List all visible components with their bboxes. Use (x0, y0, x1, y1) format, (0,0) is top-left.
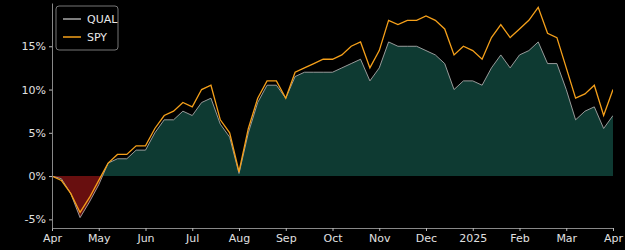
x-tick-label: Mar (556, 232, 577, 245)
x-tick: May (88, 228, 111, 245)
x-axis: Apr May Jun Jul Aug Sep Oct Nov Dec 2025 Feb Mar Apr (43, 228, 624, 245)
chart: AprMayJunJulAugSepOctNovDec2025FebMarApr… (0, 0, 625, 250)
x-tick-label: Apr (43, 232, 63, 245)
y-tick-label: 15% (22, 40, 46, 53)
x-tick-mark (426, 228, 427, 231)
legend-label: SPY (87, 31, 107, 44)
x-tick-label: Jun (136, 232, 154, 245)
series-line (52, 42, 613, 218)
y-tick: 5% (29, 127, 52, 140)
x-tick-label: Oct (323, 232, 343, 245)
y-tick-mark (49, 133, 52, 134)
x-tick-label: Dec (416, 232, 437, 245)
y-axis-line (52, 4, 53, 229)
y-tick: 0% (29, 170, 52, 183)
plot-area (52, 7, 613, 217)
legend-swatch (63, 18, 81, 20)
x-tick-label: Sep (276, 232, 297, 245)
legend: QUAL SPY (56, 6, 118, 50)
legend-label: QUAL (87, 13, 118, 26)
legend-frame (56, 6, 118, 50)
y-tick-mark (49, 90, 52, 91)
y-tick-label: -5% (25, 213, 46, 226)
x-tick: Mar (556, 228, 577, 245)
x-tick-mark (520, 228, 521, 231)
x-tick-mark (566, 228, 567, 231)
x-tick: Jul (185, 228, 199, 245)
y-tick-mark (49, 46, 52, 47)
x-tick-mark (192, 228, 193, 231)
x-tick-label: Jul (185, 232, 199, 245)
y-tick-label: 10% (22, 84, 46, 97)
x-tick-mark (239, 228, 240, 231)
x-tick-mark (379, 228, 380, 231)
y-tick-label: 5% (29, 127, 46, 140)
x-tick-label: May (88, 232, 111, 245)
y-tick-mark (49, 219, 52, 220)
y-tick: 15% (22, 40, 52, 53)
x-tick-mark (286, 228, 287, 231)
x-tick: Apr (43, 228, 63, 245)
x-tick: Nov (369, 228, 391, 245)
y-axis: -5% 0% 5% 10% 15% (22, 4, 53, 229)
x-tick-label: Apr (604, 232, 624, 245)
area-positive-group (52, 42, 613, 176)
legend-swatch (63, 36, 81, 38)
area-negative-group (52, 176, 613, 218)
x-tick: Jun (136, 228, 154, 245)
x-tick: Dec (416, 228, 437, 245)
y-tick-label: 0% (29, 170, 46, 183)
x-tick-mark (613, 228, 614, 231)
x-tick-label: 2025 (459, 232, 487, 245)
x-tick-mark (333, 228, 334, 231)
x-tick-mark (146, 228, 147, 231)
x-tick: Aug (229, 228, 250, 245)
x-tick: Apr (604, 228, 624, 245)
x-tick-label: Feb (510, 232, 529, 245)
x-tick-label: Aug (229, 232, 250, 245)
x-tick: 2025 (459, 228, 487, 245)
x-tick: Oct (323, 228, 343, 245)
y-tick-mark (49, 176, 52, 177)
x-tick: Sep (276, 228, 297, 245)
y-tick: 10% (22, 84, 52, 97)
x-tick: Feb (510, 228, 529, 245)
area-negative (52, 176, 613, 218)
background (0, 0, 625, 250)
series-line (52, 7, 613, 212)
y-tick: -5% (25, 213, 52, 226)
area-positive (52, 42, 613, 176)
x-tick-label: Nov (369, 232, 391, 245)
x-tick-mark (99, 228, 100, 231)
x-tick-mark (473, 228, 474, 231)
